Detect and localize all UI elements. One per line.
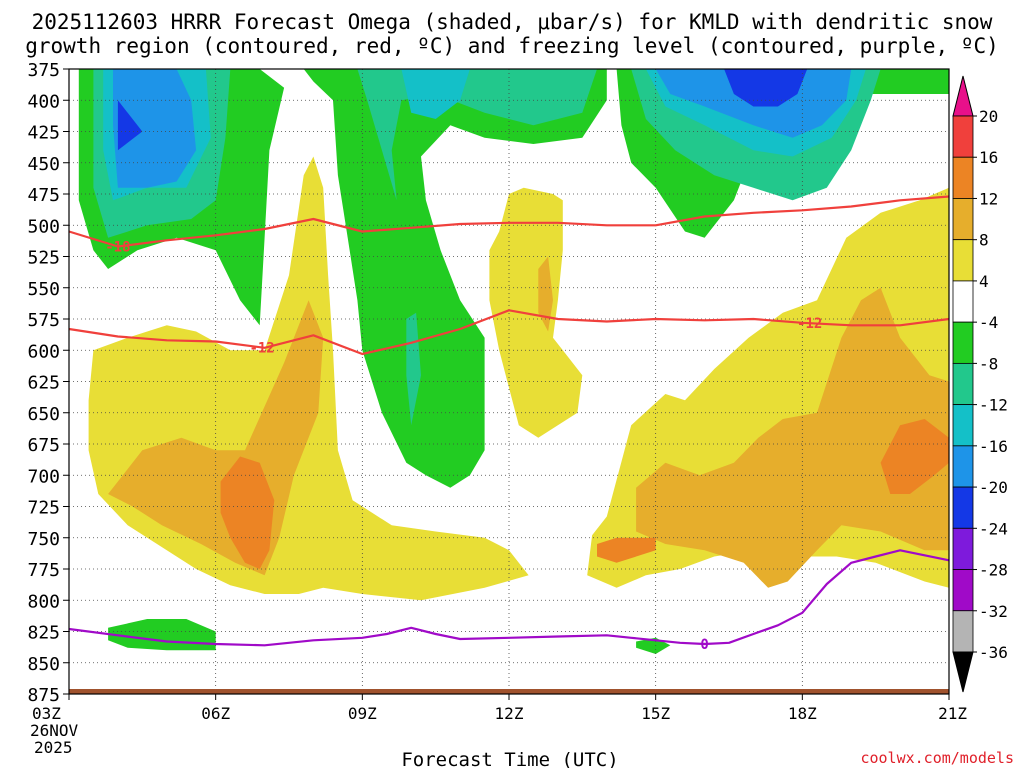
y-tick-label-750: 750 bbox=[27, 529, 60, 550]
x-tick-label-12Z: 12Z bbox=[495, 704, 524, 723]
colorbar-label-13: -36 bbox=[979, 643, 1008, 662]
y-tick-label-875: 875 bbox=[27, 685, 60, 706]
colorbar-label-10: -24 bbox=[979, 519, 1008, 538]
x-axis-label: Forecast Time (UTC) bbox=[401, 749, 618, 768]
x-tick-label-06Z: 06Z bbox=[201, 704, 230, 723]
colorbar-label-8: -16 bbox=[979, 437, 1008, 456]
colorbar-swatch-0 bbox=[952, 115, 974, 158]
omega-region-7-level--16 bbox=[401, 69, 470, 119]
y-tick-label-425: 425 bbox=[27, 123, 60, 144]
y-tick-label-400: 400 bbox=[27, 91, 60, 112]
contour-label-dendritic-growth-bottom-0: -12 bbox=[249, 340, 274, 356]
x-axis: 26NOV 2025 Forecast Time (UTC) 03Z 06Z 09Z… bbox=[30, 694, 967, 768]
colorbar-label-2: 12 bbox=[979, 189, 998, 208]
colorbar-swatch-9 bbox=[952, 486, 974, 529]
x-tick-label-15Z: 15Z bbox=[641, 704, 670, 723]
credit-text: coolwx.com/models bbox=[860, 749, 1014, 767]
colorbar-label-6: -8 bbox=[979, 354, 998, 373]
colorbar-label-9: -20 bbox=[979, 478, 1008, 497]
colorbar-swatch-7 bbox=[952, 404, 974, 447]
omega-region-17-level-4 bbox=[489, 187, 583, 438]
date-label-year: 2025 bbox=[34, 738, 73, 757]
ground-bar bbox=[69, 689, 949, 694]
ground-terrain bbox=[69, 689, 949, 694]
contour-label-freezing-level-0: 0 bbox=[700, 637, 708, 653]
colorbar-swatch-12 bbox=[952, 610, 974, 653]
colorbar-label-5: -4 bbox=[979, 313, 998, 332]
colorbar-swatch-2 bbox=[952, 198, 974, 241]
x-tick-label-21Z: 21Z bbox=[938, 704, 967, 723]
contour-label-dendritic-growth-bottom-1: -12 bbox=[797, 316, 822, 332]
colorbar-label-7: -12 bbox=[979, 396, 1008, 415]
chart-title: 2025112603 HRRR Forecast Omega (shaded, … bbox=[25, 10, 999, 58]
x-tick-label-03Z: 03Z bbox=[32, 704, 61, 723]
omega-region-3-level--20 bbox=[113, 69, 197, 188]
y-tick-label-800: 800 bbox=[27, 591, 60, 612]
x-tick-label-18Z: 18Z bbox=[788, 704, 817, 723]
colorbar-label-1: 16 bbox=[979, 148, 998, 167]
y-tick-label-725: 725 bbox=[27, 498, 60, 519]
y-tick-label-650: 650 bbox=[27, 404, 60, 425]
contour-label-dendritic-growth-top-0: -18 bbox=[105, 240, 130, 256]
title-line-1: 2025112603 HRRR Forecast Omega (shaded, … bbox=[32, 10, 993, 34]
omega-region-5-level--8 bbox=[303, 69, 607, 488]
gridlines bbox=[69, 69, 949, 694]
omega-region-13-level--24 bbox=[724, 69, 808, 107]
colorbar-swatch-4 bbox=[952, 280, 974, 323]
x-tick-label-09Z: 09Z bbox=[348, 704, 377, 723]
y-tick-label-575: 575 bbox=[27, 310, 60, 331]
colorbar-arrow-top bbox=[952, 75, 974, 117]
colorbar-label-4: 4 bbox=[979, 272, 989, 291]
omega-region-24-level-12 bbox=[597, 537, 656, 563]
y-axis: 375 400 425 450 475 500 525 550 575 600 625 650 675 7… bbox=[27, 60, 69, 706]
y-tick-label-600: 600 bbox=[27, 341, 60, 362]
colorbar-label-12: -32 bbox=[979, 602, 1008, 621]
y-tick-label-550: 550 bbox=[27, 279, 60, 300]
y-tick-label-375: 375 bbox=[27, 60, 60, 81]
y-tick-label-625: 625 bbox=[27, 373, 60, 394]
colorbar-arrow-bottom bbox=[952, 651, 974, 693]
y-tick-label-775: 775 bbox=[27, 560, 60, 581]
y-tick-label-525: 525 bbox=[27, 248, 60, 269]
y-tick-label-475: 475 bbox=[27, 185, 60, 206]
colorbar-swatch-6 bbox=[952, 362, 974, 406]
omega-region-22-level-12 bbox=[220, 456, 275, 569]
plot-area bbox=[78, 69, 949, 654]
date-label-day: 26NOV bbox=[30, 721, 79, 740]
omega-region-14-level--8 bbox=[108, 619, 216, 651]
colorbar-swatch-10 bbox=[952, 527, 974, 570]
colorbar-swatch-11 bbox=[952, 569, 974, 612]
y-tick-label-850: 850 bbox=[27, 654, 60, 675]
colorbar-swatch-8 bbox=[952, 445, 974, 488]
contour-lines: -18 -12 -12 0 bbox=[68, 195, 950, 653]
contour-line-freezing-level bbox=[68, 549, 950, 647]
omega-region-6-level--12 bbox=[357, 69, 597, 201]
colorbar-legend: 20 16 12 8 4 -4 -8 -12 -16 -20 -24 -28 -32 -36 bbox=[952, 75, 1008, 693]
colorbar-label-11: -28 bbox=[979, 561, 1008, 580]
colorbar-label-3: 8 bbox=[979, 231, 989, 250]
omega-region-21-level-8 bbox=[636, 287, 949, 588]
colorbar-swatch-1 bbox=[952, 156, 974, 199]
colorbar-swatch-5 bbox=[952, 321, 974, 364]
omega-region-20-level-8 bbox=[538, 256, 553, 332]
contour-line-dendritic-growth-top bbox=[68, 195, 950, 248]
colorbar-label-0: 20 bbox=[979, 107, 998, 126]
y-tick-label-675: 675 bbox=[27, 435, 60, 456]
y-tick-label-825: 825 bbox=[27, 623, 60, 644]
y-tick-label-700: 700 bbox=[27, 466, 60, 487]
y-tick-label-450: 450 bbox=[27, 154, 60, 175]
y-tick-label-500: 500 bbox=[27, 216, 60, 237]
title-line-2: growth region (contoured, red, ºC) and f… bbox=[25, 34, 999, 58]
contour-line-dendritic-growth-bottom bbox=[68, 309, 950, 356]
omega-region-4-level--24 bbox=[117, 100, 143, 151]
colorbar-swatch-3 bbox=[952, 239, 974, 282]
